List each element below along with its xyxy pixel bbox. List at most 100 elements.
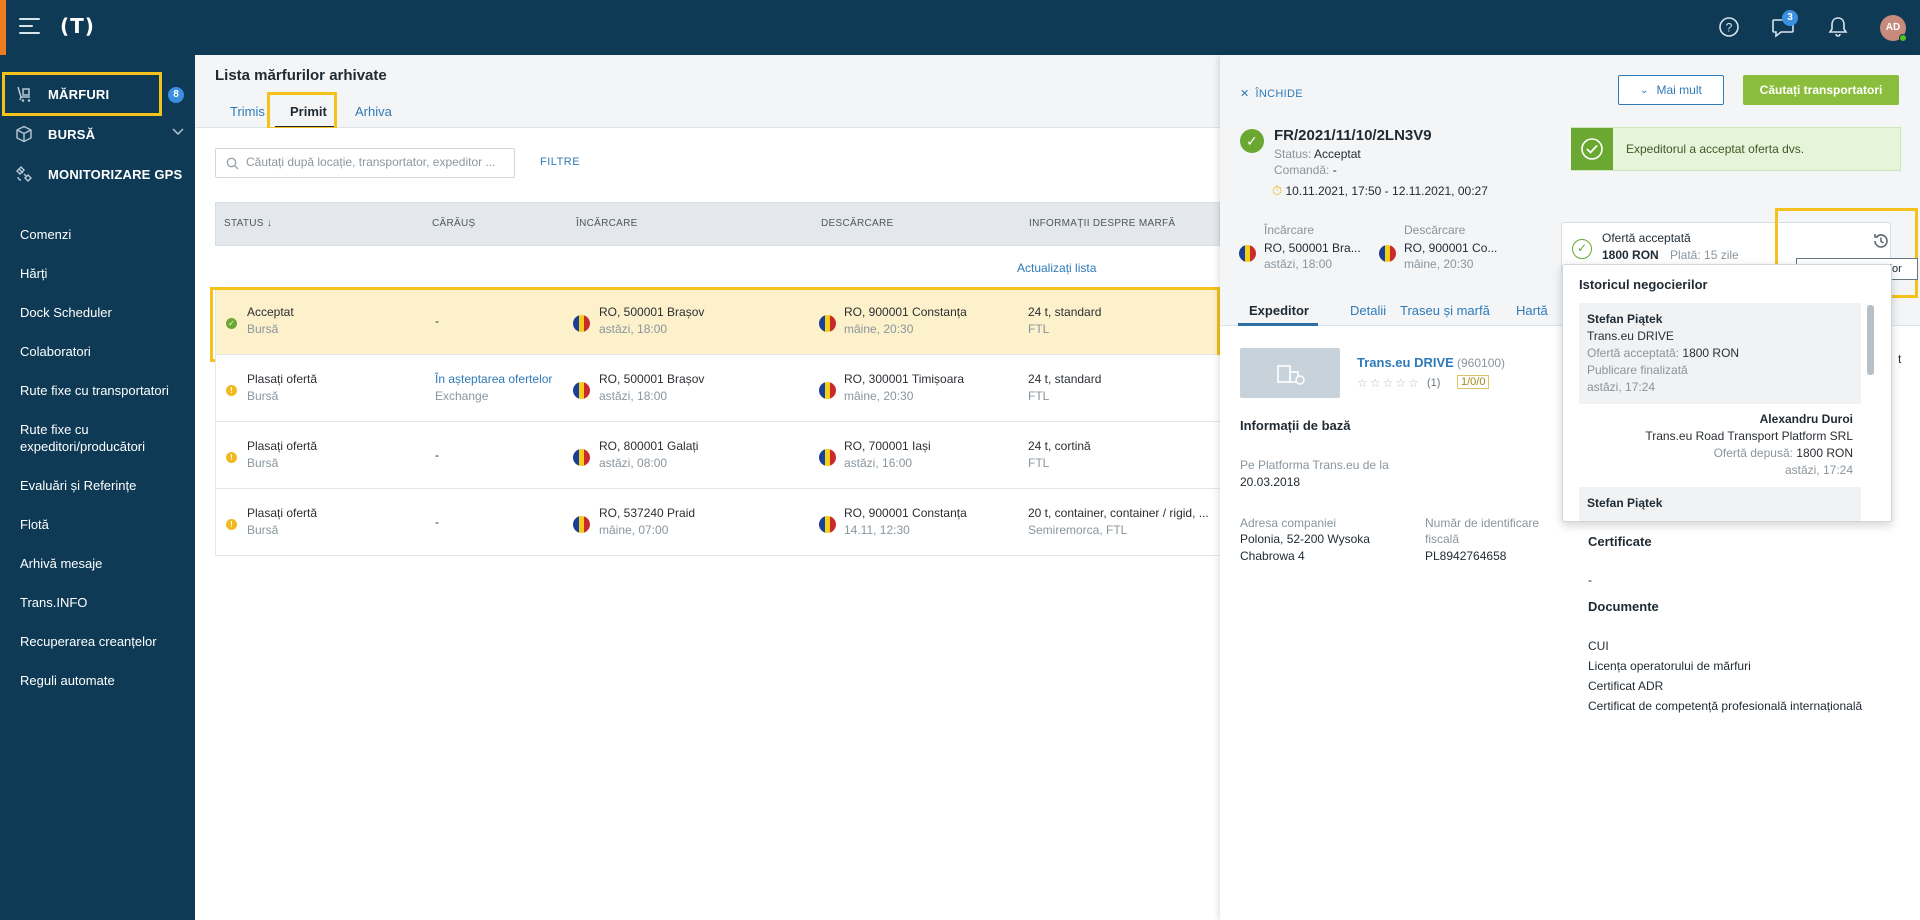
notifications-bell-icon[interactable] (1826, 15, 1850, 39)
table-row[interactable]: ✓ Acceptat Bursă - RO, 500001 Brașov astăz… (215, 288, 1220, 355)
row-load: RO, 500001 Brașov (599, 305, 705, 319)
col-status[interactable]: STATUS ↓ (224, 218, 273, 229)
documents-heading: Documente (1588, 599, 1659, 614)
filters-button[interactable]: FILTRE (540, 156, 581, 168)
marfuri-badge: 8 (168, 87, 184, 103)
dropdown-scrollbar[interactable] (1867, 305, 1874, 375)
rating-summary[interactable]: 1/0/0 (1457, 375, 1490, 389)
brand-accent-strip (0, 0, 6, 55)
romania-flag-icon (1239, 245, 1256, 262)
tab-detalii[interactable]: Detalii (1350, 303, 1387, 318)
close-button[interactable]: ✕ ÎNCHIDE (1240, 87, 1303, 100)
row-cargo-type: FTL (1028, 322, 1050, 336)
sidebar: MĂRFURI 8 BURSĂ MONITORIZARE GPS Comenzi… (0, 55, 195, 920)
certificates-value: - (1588, 573, 1592, 587)
online-status-dot (1899, 34, 1907, 42)
table-row[interactable]: ! Plasați ofertă Bursă - RO, 537240 Praid… (215, 489, 1220, 556)
sidebar-item-recuperarea-creantelor[interactable]: Recuperarea creanțelor (20, 634, 157, 649)
table-row[interactable]: ! Plasați ofertă Bursă În așteptarea ofer… (215, 355, 1220, 422)
cube-icon (14, 124, 34, 144)
row-source: Bursă (247, 322, 279, 336)
sidebar-item-marfuri[interactable]: MĂRFURI (0, 75, 195, 113)
tab-arhiva[interactable]: Arhiva (355, 104, 392, 119)
document-item[interactable]: CUI (1588, 639, 1609, 653)
sidebar-item-comenzi[interactable]: Comenzi (20, 227, 72, 242)
tab-harta[interactable]: Hartă (1516, 303, 1548, 318)
sidebar-item-bursa[interactable]: BURSĂ (0, 115, 195, 153)
find-carriers-button[interactable]: Căutați transportatori (1743, 75, 1899, 105)
row-cargo: 24 t, standard (1028, 305, 1102, 319)
row-carrier[interactable]: În așteptarea ofertelor (435, 372, 553, 386)
list-tabs: Trimis Primit Arhiva (195, 100, 1220, 128)
row-cargo: 24 t, standard (1028, 372, 1102, 386)
row-status: Plasați ofertă (247, 439, 318, 453)
load-value: RO, 500001 Bra... (1264, 241, 1361, 255)
sidebar-item-colaboratori[interactable]: Colaboratori (20, 344, 91, 359)
document-item[interactable]: Certificat de competență profesională in… (1588, 699, 1863, 713)
entry-line-label: Ofertă depusă: (1713, 446, 1793, 460)
trans-logo[interactable]: (T) (60, 14, 95, 38)
tax-label-1: Număr de identificare (1425, 516, 1540, 530)
sidebar-item-trans-info[interactable]: Trans.INFO (20, 595, 88, 610)
menu-icon[interactable] (19, 18, 40, 36)
sidebar-label-monitorizare: MONITORIZARE GPS (48, 166, 183, 182)
sidebar-item-rute-fixe-expeditori[interactable]: Rute fixe cu expeditori/producători (20, 422, 146, 454)
table-header: STATUS ↓ CĂRĂUȘ ÎNCĂRCARE DESCĂRCARE INF… (215, 202, 1220, 246)
clock-icon: ⏱ (1272, 183, 1283, 198)
sidebar-item-rute-fixe-transportatori[interactable]: Rute fixe cu transportatori (20, 383, 169, 398)
romania-flag-icon (573, 315, 590, 332)
row-unload-time: mâine, 20:30 (844, 389, 914, 403)
sidebar-item-reguli-automate[interactable]: Reguli automate (20, 673, 115, 688)
order-value: - (1332, 163, 1337, 177)
sidebar-item-flota[interactable]: Flotă (20, 517, 49, 532)
accepted-message: Expeditorul a acceptat oferta dvs. (1626, 142, 1805, 156)
search-icon (226, 157, 239, 173)
search-input[interactable] (246, 155, 508, 169)
certificates-heading: Certificate (1588, 534, 1652, 549)
tab-primit[interactable]: Primit (290, 104, 327, 119)
sidebar-item-monitorizare-gps[interactable]: MONITORIZARE GPS (0, 155, 195, 193)
row-unload-time: mâine, 20:30 (844, 322, 914, 336)
platform-date: 20.03.2018 (1240, 475, 1301, 489)
status-label: Status: (1274, 147, 1312, 161)
row-cargo: 20 t, container, container / rigid, ... (1028, 506, 1209, 520)
order-label: Comandă: (1274, 163, 1330, 177)
romania-flag-icon (1379, 245, 1396, 262)
more-button[interactable]: ⌄ Mai mult (1618, 75, 1724, 105)
search-box[interactable] (215, 148, 515, 178)
sidebar-item-harti[interactable]: Hărți (20, 266, 48, 281)
help-icon[interactable]: ? (1717, 15, 1741, 39)
row-carrier: - (435, 314, 439, 328)
refresh-list-link[interactable]: Actualizați lista (1017, 261, 1097, 275)
history-icon[interactable] (1870, 230, 1892, 252)
chevron-down-icon[interactable] (172, 127, 184, 139)
address-line-1: Polonia, 52-200 Wysoka (1240, 532, 1370, 546)
active-detail-tab-underline (1238, 323, 1318, 326)
entry-time: astăzi, 17:24 (1587, 380, 1656, 394)
sidebar-item-dock-scheduler[interactable]: Dock Scheduler (20, 305, 112, 320)
romania-flag-icon (819, 315, 836, 332)
offer-payment: Plată: 15 zile (1670, 248, 1739, 262)
company-name-link[interactable]: Trans.eu DRIVE (1357, 355, 1454, 370)
document-item[interactable]: Licența operatorului de mărfuri (1588, 659, 1751, 673)
entry-extra: Publicare finalizată (1587, 363, 1688, 377)
col-unloading: DESCĂRCARE (821, 218, 894, 229)
sidebar-item-evaluari[interactable]: Evaluări și Referințe (20, 478, 137, 493)
entry-line-label: Ofertă acceptată: (1587, 346, 1680, 360)
tab-expeditor[interactable]: Expeditor (1249, 303, 1309, 318)
highlight-frame-row (210, 287, 1220, 362)
romania-flag-icon (573, 382, 590, 399)
basic-info-heading: Informații de bază (1240, 418, 1351, 433)
negotiation-title: Istoricul negocierilor (1579, 277, 1708, 292)
table-row[interactable]: ! Plasați ofertă Bursă - RO, 800001 Galaț… (215, 422, 1220, 489)
row-cargo: 24 t, cortină (1028, 439, 1091, 453)
platform-label: Pe Platforma Trans.eu de la (1240, 458, 1389, 472)
tab-trimis[interactable]: Trimis (230, 104, 265, 119)
address-line-2: Chabrowa 4 (1240, 549, 1305, 563)
document-item[interactable]: Certificat ADR (1588, 679, 1664, 693)
svg-text:?: ? (1726, 21, 1733, 35)
sidebar-item-arhiva-mesaje[interactable]: Arhivă mesaje (20, 556, 103, 571)
tab-traseu-marfa[interactable]: Traseu și marfă (1400, 303, 1490, 318)
row-load-time: astăzi, 18:00 (599, 322, 668, 336)
entry-name: Stefan Piątek (1587, 312, 1663, 326)
